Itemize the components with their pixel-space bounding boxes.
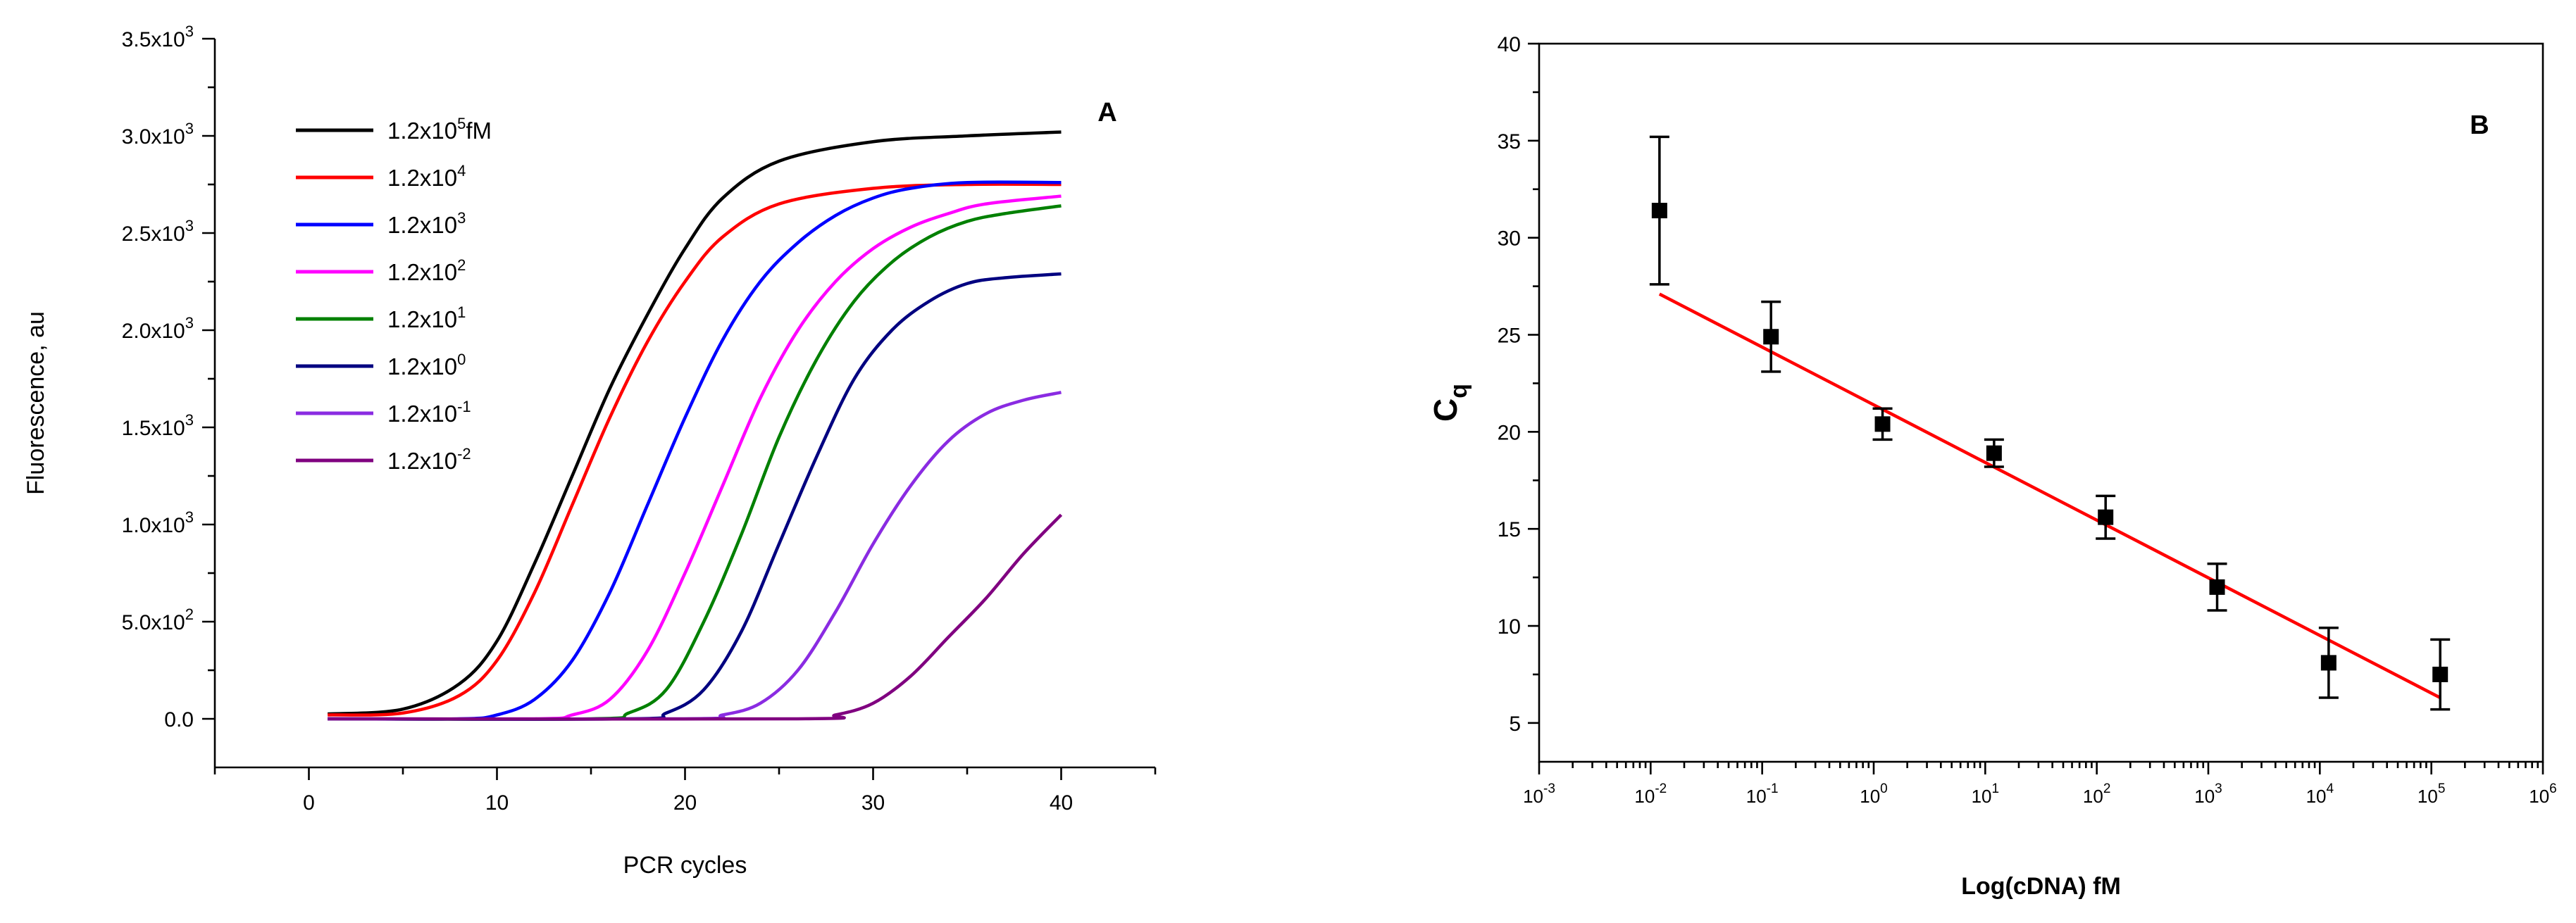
panel-b-data-point xyxy=(2432,666,2449,682)
panel-b-x-tick-label: 10-3 xyxy=(1523,781,1555,807)
panel-a-legend-label-7: 1.2x10-2 xyxy=(387,445,471,474)
panel-a-y-tick-label: 1.5x103 xyxy=(122,411,194,440)
panel-b-data-point xyxy=(1763,329,1779,345)
panel-a-y-tick-label: 3.5x103 xyxy=(122,23,194,51)
panel-a-series-line-1 xyxy=(328,182,1062,717)
panel-b-data-point xyxy=(2098,509,2114,525)
panel-a-x-tick-label: 40 xyxy=(1050,791,1073,815)
panel-b-x-axis-label: Log(cDNA) fM xyxy=(1961,873,2121,900)
panel-b-y-tick-label: 30 xyxy=(1498,227,1521,251)
panel-a-legend-label-6: 1.2x10-1 xyxy=(387,398,471,427)
panel-b-y-axis-label: Cq xyxy=(1427,384,1472,422)
panel-b-y-tick-label: 40 xyxy=(1498,33,1521,56)
panel-b-x-tick-label: 103 xyxy=(2194,781,2222,807)
panel-a-y-tick-label: 2.5x103 xyxy=(122,217,194,246)
panel-a-series-line-3 xyxy=(328,194,1062,721)
panel-b-x-tick-label: 106 xyxy=(2529,781,2557,807)
panel-b-fit-line xyxy=(1658,292,2441,700)
panel-a-chart: 0 10 20 30 40 0.0 5.0x102 1.0x103 1.5x103 2.0x10… xyxy=(23,23,1157,879)
panel-b-data-point xyxy=(1874,416,1891,432)
panel-b-y-tick-label: 25 xyxy=(1498,325,1521,348)
panel-a-x-axis-label: PCR cycles xyxy=(623,852,747,879)
panel-b-x-tick-label: 10-1 xyxy=(1746,781,1779,807)
panel-a-x-tick-label: 30 xyxy=(861,791,885,815)
panel-b-x-tick-label: 101 xyxy=(1972,781,2000,807)
panel-b-data-point xyxy=(2209,579,2225,595)
panel-b-data-point xyxy=(2320,655,2337,671)
panel-b-data-point xyxy=(1651,203,1667,219)
panel-a-legend-label-2: 1.2x103 xyxy=(387,209,466,238)
panel-a-legend-label-5: 1.2x100 xyxy=(387,351,466,379)
panel-b-fit-group xyxy=(1658,292,2441,700)
panel-b-x-tick-label: 104 xyxy=(2306,781,2334,807)
panel-b-y-tick-label: 10 xyxy=(1498,615,1521,639)
panel-a-y-tick-label: 3.0x103 xyxy=(122,120,194,149)
panel-a-legend-label-0: 1.2x105fM xyxy=(387,115,492,144)
panel-b-points-group xyxy=(1649,135,2451,711)
panel-a-series-line-0 xyxy=(328,130,1062,716)
panel-a-y-tick-label: 5.0x102 xyxy=(122,605,194,634)
panel-a-x-ticks: 0 10 20 30 40 xyxy=(213,767,1157,815)
panel-a-legend-label-3: 1.2x102 xyxy=(387,256,466,285)
panel-a-y-axis-label: Fluorescence, au xyxy=(23,311,49,495)
panel-a-y-tick-label: 2.0x103 xyxy=(122,314,194,343)
panel-a-x-tick-label: 20 xyxy=(673,791,697,815)
panel-b-axes xyxy=(1538,42,2544,763)
panel-b-x-tick-label: 10-2 xyxy=(1634,781,1667,807)
panel-b-y-tick-label: 20 xyxy=(1498,421,1521,444)
panel-b-x-ticks: 10-3 10-2 10-1 100 101 102 103 104 105 106 xyxy=(1523,762,2557,807)
panel-a-legend-label-4: 1.2x101 xyxy=(387,303,466,332)
panel-a-series-line-7 xyxy=(328,513,1063,721)
panel-b-y-tick-label: 15 xyxy=(1498,518,1521,541)
panel-a-legend-label-1: 1.2x104 xyxy=(387,162,466,191)
panel-a-series-line-2 xyxy=(328,180,1062,721)
panel-b-x-tick-label: 100 xyxy=(1860,781,1888,807)
panel-b-y-ticks: 5 10 15 20 25 30 35 40 xyxy=(1498,33,1539,736)
panel-a-x-tick-label: 0 xyxy=(303,791,315,815)
panel-b-data-point xyxy=(1986,445,2002,461)
panel-a-y-tick-label: 0.0 xyxy=(164,708,194,732)
panel-a-x-tick-label: 10 xyxy=(485,791,509,815)
panel-a-letter: A xyxy=(1097,98,1116,127)
panel-a-series-line-5 xyxy=(328,272,1062,721)
panel-a-series-group xyxy=(328,130,1063,721)
panel-b-chart: 10-3 10-2 10-1 100 101 102 103 104 105 106 5 10 15 2… xyxy=(1427,33,2557,900)
panel-a-y-tick-label: 1.0x103 xyxy=(122,508,194,537)
panel-b-x-tick-label: 102 xyxy=(2083,781,2111,807)
panel-b-letter: B xyxy=(2470,111,2489,140)
panel-a-legend: 1.2x105fM 1.2x104 1.2x103 1.2x102 1.2x101 1.2… xyxy=(296,115,492,474)
panel-a-y-ticks: 0.0 5.0x102 1.0x103 1.5x103 2.0x103 2.5x103 3.… xyxy=(122,23,215,732)
panel-b-y-tick-label: 5 xyxy=(1509,712,1521,736)
panel-b-y-tick-label: 35 xyxy=(1498,130,1521,153)
panel-b-x-tick-label: 105 xyxy=(2418,781,2446,807)
panel-b-frame xyxy=(1538,42,2544,763)
